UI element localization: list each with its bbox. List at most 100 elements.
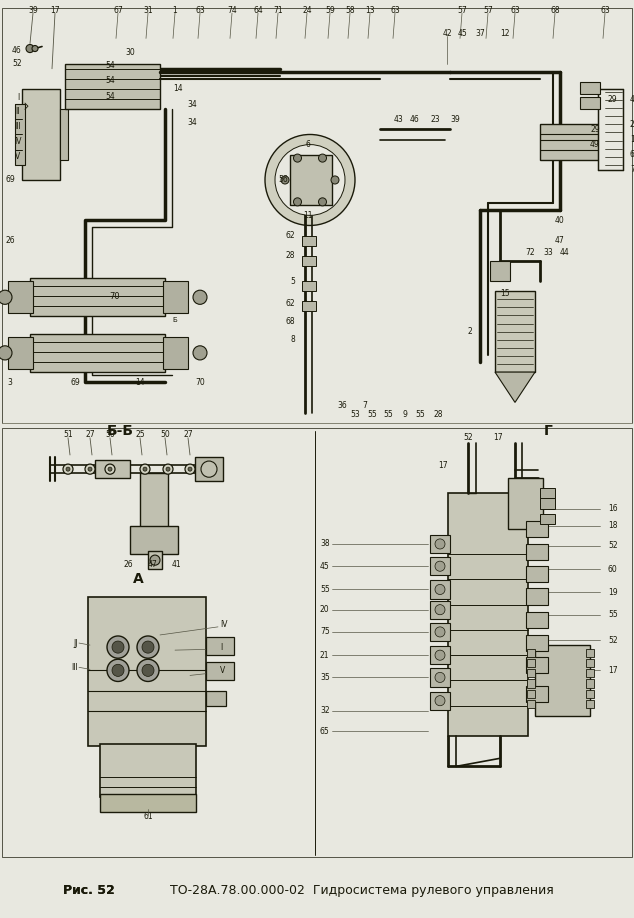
Circle shape [137, 636, 159, 658]
Polygon shape [495, 372, 535, 402]
Text: 63: 63 [195, 6, 205, 15]
Bar [95, 460, 130, 478]
Bar [508, 478, 543, 529]
Bar [8, 337, 33, 369]
Text: 30: 30 [125, 48, 135, 57]
Circle shape [26, 44, 34, 52]
Text: 55: 55 [320, 585, 330, 594]
Bar [100, 744, 196, 797]
Circle shape [85, 465, 95, 475]
Text: 57: 57 [457, 6, 467, 15]
Text: 60: 60 [608, 565, 618, 574]
Text: 47: 47 [555, 236, 565, 245]
Text: 52: 52 [463, 433, 473, 442]
Bar [526, 521, 548, 537]
Text: 32: 32 [320, 706, 330, 715]
Circle shape [318, 154, 327, 162]
Text: 11: 11 [303, 211, 313, 219]
Circle shape [318, 197, 327, 206]
Bar [302, 256, 316, 266]
Bar [526, 686, 548, 701]
Bar [100, 794, 196, 812]
Circle shape [108, 467, 112, 471]
Text: Б: Б [172, 317, 178, 322]
Text: 53: 53 [350, 410, 360, 419]
Circle shape [275, 144, 345, 216]
Text: 17: 17 [438, 461, 448, 470]
Text: 41: 41 [171, 560, 181, 568]
Circle shape [193, 290, 207, 305]
Text: 17: 17 [50, 6, 60, 15]
Circle shape [150, 555, 160, 565]
Bar [430, 557, 450, 576]
Text: 9: 9 [403, 410, 408, 419]
Bar [65, 63, 160, 109]
Bar [586, 700, 594, 708]
Bar [22, 89, 60, 180]
Text: 62: 62 [285, 231, 295, 241]
Bar [206, 690, 226, 706]
Bar [448, 493, 528, 736]
Text: 55: 55 [415, 410, 425, 419]
Bar [430, 580, 450, 599]
Text: 6: 6 [306, 140, 311, 149]
Bar [526, 611, 548, 628]
Text: 18: 18 [608, 521, 618, 531]
Text: 33: 33 [543, 248, 553, 257]
Bar [526, 566, 548, 582]
Text: IV: IV [14, 137, 22, 146]
Text: 51: 51 [63, 431, 73, 440]
Text: 14: 14 [173, 84, 183, 94]
Circle shape [0, 346, 12, 360]
Text: 35: 35 [320, 673, 330, 682]
Text: А: А [133, 572, 143, 587]
Text: ТО-28А.78.00.000-02  Гидросистема рулевого управления: ТО-28А.78.00.000-02 Гидросистема рулевог… [162, 884, 554, 897]
Text: 5: 5 [290, 276, 295, 285]
Bar [88, 597, 206, 746]
Circle shape [435, 672, 445, 682]
Circle shape [63, 465, 73, 475]
Bar [586, 659, 594, 667]
Text: 23: 23 [430, 115, 440, 124]
Text: 34: 34 [187, 118, 197, 127]
Text: 63: 63 [390, 6, 400, 15]
Text: 28: 28 [285, 252, 295, 261]
Text: JJ: JJ [74, 639, 78, 647]
Text: 63: 63 [600, 6, 610, 15]
Text: 8: 8 [290, 335, 295, 344]
Circle shape [166, 467, 170, 471]
Text: 52: 52 [608, 542, 618, 551]
Text: 64: 64 [253, 6, 263, 15]
Text: 13: 13 [365, 6, 375, 15]
Bar [430, 600, 450, 619]
Bar [163, 337, 188, 369]
Text: 55: 55 [608, 610, 618, 620]
Bar [527, 700, 535, 708]
Text: 39: 39 [450, 115, 460, 124]
Text: 71: 71 [273, 6, 283, 15]
Text: 25: 25 [135, 431, 145, 440]
Text: III: III [71, 663, 78, 672]
Text: 45: 45 [320, 562, 330, 571]
Text: 56: 56 [278, 175, 288, 185]
Text: Рис. 52: Рис. 52 [63, 884, 115, 897]
Bar [430, 622, 450, 641]
Bar [60, 109, 68, 160]
Bar [206, 662, 234, 680]
Text: 45: 45 [458, 28, 468, 38]
Text: 1: 1 [172, 6, 178, 15]
Text: 54: 54 [105, 62, 115, 70]
Bar [586, 669, 594, 677]
Bar [148, 551, 162, 569]
Bar [527, 679, 535, 688]
Circle shape [294, 197, 302, 206]
Bar [430, 668, 450, 687]
Text: 46: 46 [410, 115, 420, 124]
Bar [195, 457, 223, 481]
Circle shape [435, 627, 445, 637]
Text: 69: 69 [70, 377, 80, 386]
Circle shape [137, 659, 159, 681]
Text: 46: 46 [12, 46, 22, 55]
Circle shape [107, 636, 129, 658]
Bar [302, 236, 316, 246]
